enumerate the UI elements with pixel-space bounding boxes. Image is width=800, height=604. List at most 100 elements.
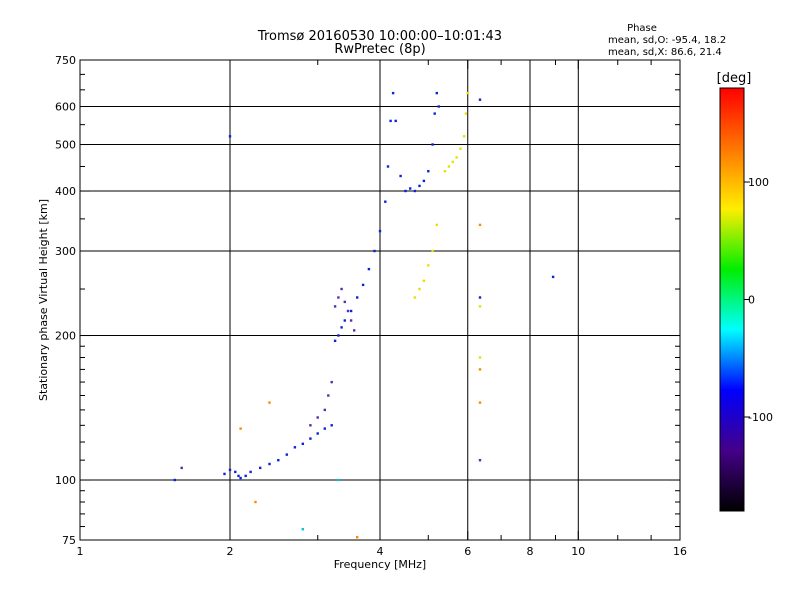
data-point bbox=[451, 160, 454, 164]
data-point bbox=[386, 165, 390, 168]
data-point bbox=[361, 283, 365, 287]
data-point bbox=[418, 287, 421, 291]
data-point bbox=[378, 229, 382, 233]
data-point bbox=[422, 179, 426, 183]
data-point bbox=[301, 528, 304, 531]
data-point bbox=[459, 147, 462, 150]
plot-frame bbox=[79, 59, 681, 541]
data-point bbox=[316, 432, 319, 435]
data-point bbox=[433, 112, 436, 115]
data-point bbox=[404, 189, 407, 193]
data-point bbox=[254, 500, 257, 504]
data-point bbox=[323, 408, 326, 412]
data-point bbox=[228, 135, 232, 138]
data-point bbox=[418, 184, 421, 188]
data-point bbox=[346, 309, 350, 313]
data-point bbox=[435, 223, 438, 227]
data-point bbox=[551, 275, 555, 279]
data-point bbox=[367, 267, 371, 271]
data-point bbox=[244, 474, 247, 478]
data-point bbox=[384, 200, 387, 203]
data-point bbox=[389, 119, 392, 123]
x-tick-label: 8 bbox=[527, 545, 534, 558]
x-tick-label: 16 bbox=[673, 545, 687, 558]
x-axis-label: Frequency [MHz] bbox=[334, 558, 426, 571]
data-point bbox=[337, 334, 340, 337]
data-point bbox=[173, 478, 176, 482]
data-point bbox=[478, 296, 482, 299]
data-point bbox=[237, 474, 240, 478]
data-point bbox=[259, 466, 262, 470]
data-point bbox=[343, 300, 346, 304]
data-point bbox=[409, 187, 412, 190]
data-point bbox=[285, 453, 288, 456]
y-tick-label: 300 bbox=[55, 245, 76, 258]
data-point bbox=[394, 119, 397, 123]
data-point bbox=[464, 112, 468, 115]
data-point bbox=[356, 536, 359, 539]
y-tick-label: 200 bbox=[55, 330, 76, 343]
data-point bbox=[478, 305, 482, 308]
data-point bbox=[330, 424, 333, 427]
grid-lines bbox=[80, 60, 680, 540]
data-point bbox=[349, 309, 353, 313]
colorbar bbox=[719, 87, 745, 512]
data-point bbox=[228, 468, 232, 472]
y-tick-label: 400 bbox=[55, 185, 76, 198]
data-point bbox=[455, 156, 458, 159]
x-tick-label: 6 bbox=[464, 545, 471, 558]
data-point bbox=[309, 424, 312, 427]
data-point bbox=[268, 462, 271, 466]
phase-mean-x: mean, sd,X: 86.6, 21.4 bbox=[608, 47, 722, 58]
y-tick-label: 750 bbox=[55, 54, 76, 67]
y-tick-label: 600 bbox=[55, 101, 76, 114]
data-point bbox=[435, 91, 438, 95]
colorbar-label: [deg] bbox=[717, 71, 752, 86]
data-point bbox=[399, 174, 402, 178]
data-point bbox=[478, 356, 482, 359]
chart-title: Tromsø 20160530 10:00:00–10:01:43 bbox=[257, 29, 502, 44]
axis-ticks: 1 2 4 6 8 10 16 75 100 200 300 400 500 600 750 bbox=[55, 54, 687, 558]
phase-mean-o: mean, sd,O: -95.4, 18.2 bbox=[608, 35, 726, 46]
data-point bbox=[239, 427, 242, 430]
x-tick-label: 2 bbox=[227, 545, 234, 558]
data-point bbox=[447, 165, 451, 168]
data-point bbox=[249, 470, 252, 474]
y-tick-label: 500 bbox=[55, 139, 76, 152]
x-tick-label: 4 bbox=[377, 545, 384, 558]
data-point bbox=[466, 91, 469, 95]
data-point bbox=[431, 143, 434, 146]
data-point bbox=[309, 437, 312, 440]
data-point bbox=[239, 476, 242, 480]
data-point bbox=[333, 305, 337, 308]
data-point bbox=[478, 401, 482, 404]
data-point bbox=[422, 279, 426, 282]
chart-subtitle: RwPretec (8p) bbox=[334, 42, 425, 57]
data-point bbox=[478, 459, 482, 462]
data-point bbox=[391, 91, 395, 95]
colorbar-ticks: 100 0 -100 bbox=[744, 176, 773, 424]
data-point bbox=[343, 319, 346, 322]
data-point bbox=[356, 296, 359, 299]
data-point bbox=[478, 98, 482, 101]
data-point bbox=[277, 459, 280, 462]
y-axis-label: Stationary phase Virtual Height [km] bbox=[37, 199, 50, 401]
colorbar-tick-label: 100 bbox=[748, 176, 769, 189]
data-point bbox=[478, 368, 482, 371]
x-tick-label: 1 bbox=[77, 545, 84, 558]
data-point bbox=[437, 105, 440, 108]
data-point bbox=[443, 170, 447, 173]
phase-title: Phase bbox=[627, 23, 657, 34]
data-point bbox=[268, 401, 271, 404]
data-point bbox=[353, 329, 356, 332]
data-point bbox=[462, 135, 466, 138]
data-point bbox=[223, 472, 226, 476]
data-point bbox=[293, 446, 297, 449]
data-point bbox=[349, 319, 353, 322]
data-point bbox=[323, 427, 326, 430]
data-point bbox=[337, 478, 340, 482]
data-point bbox=[330, 380, 333, 384]
data-point bbox=[413, 189, 417, 193]
